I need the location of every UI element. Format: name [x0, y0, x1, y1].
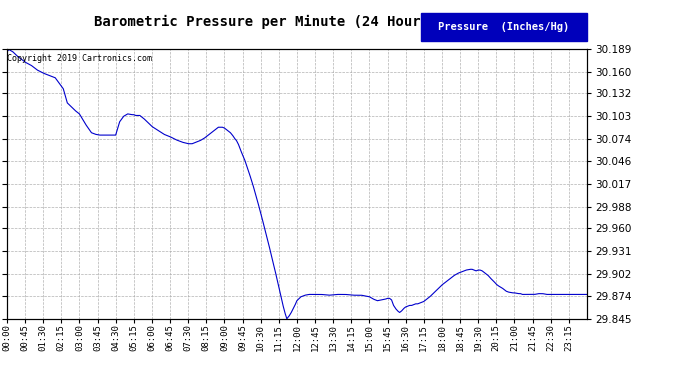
Text: Copyright 2019 Cartronics.com: Copyright 2019 Cartronics.com — [8, 54, 152, 63]
Text: Pressure  (Inches/Hg): Pressure (Inches/Hg) — [438, 22, 569, 32]
Text: Barometric Pressure per Minute (24 Hours) 20190102: Barometric Pressure per Minute (24 Hours… — [95, 15, 513, 29]
